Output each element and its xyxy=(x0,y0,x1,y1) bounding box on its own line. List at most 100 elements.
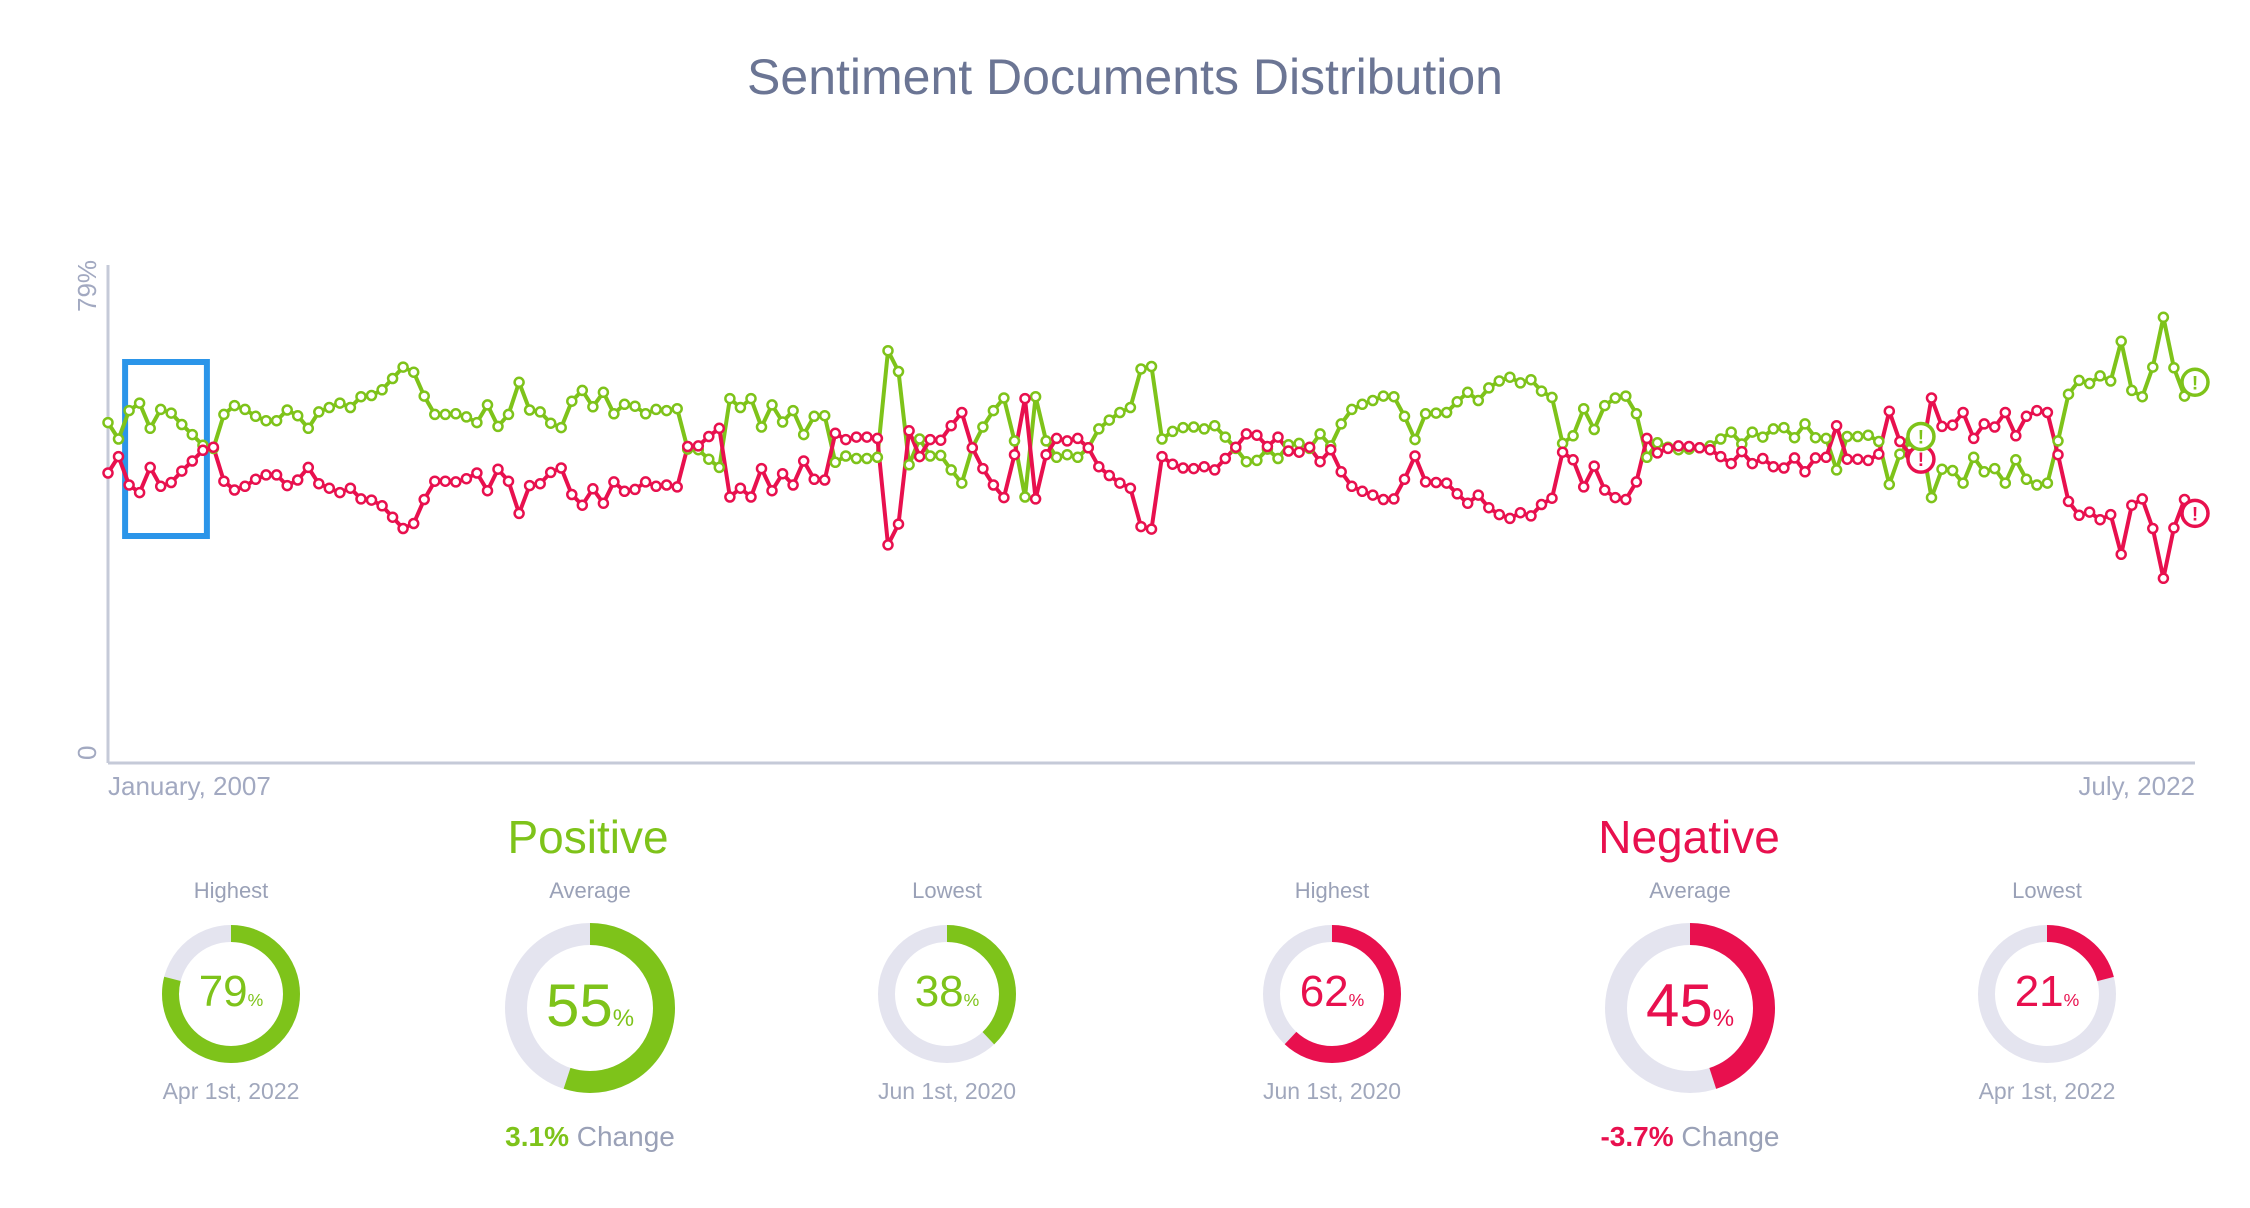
positive-point[interactable] xyxy=(808,410,820,423)
positive-point[interactable] xyxy=(1177,421,1189,434)
positive-point[interactable] xyxy=(376,384,388,396)
negative-point[interactable] xyxy=(460,472,473,485)
positive-point[interactable] xyxy=(218,408,230,421)
positive-point[interactable] xyxy=(787,404,799,417)
negative-point[interactable] xyxy=(1788,452,1801,464)
negative-point[interactable] xyxy=(1936,420,1948,433)
positive-point[interactable] xyxy=(165,407,177,419)
negative-point[interactable] xyxy=(1356,485,1369,498)
negative-point[interactable] xyxy=(566,488,578,501)
positive-point[interactable] xyxy=(123,404,135,417)
positive-point[interactable] xyxy=(871,451,884,464)
positive-point[interactable] xyxy=(133,397,146,409)
positive-point[interactable] xyxy=(650,403,662,416)
negative-point[interactable] xyxy=(376,500,388,512)
negative-point[interactable] xyxy=(1335,466,1347,478)
positive-point[interactable] xyxy=(1398,410,1411,423)
negative-point[interactable] xyxy=(1725,457,1737,470)
negative-point[interactable] xyxy=(1862,454,1874,467)
negative-point[interactable] xyxy=(270,469,283,481)
negative-point[interactable] xyxy=(429,475,441,487)
positive-point[interactable] xyxy=(302,422,315,435)
negative-point[interactable] xyxy=(1714,450,1727,463)
positive-point[interactable] xyxy=(597,386,610,399)
negative-point[interactable] xyxy=(2094,513,2106,526)
positive-point[interactable] xyxy=(1504,371,1516,383)
positive-point[interactable] xyxy=(1071,451,1084,464)
positive-point[interactable] xyxy=(2052,435,2064,447)
negative-point[interactable] xyxy=(1261,440,1274,453)
positive-point[interactable] xyxy=(1208,419,1221,432)
negative-point[interactable] xyxy=(1746,457,1759,470)
positive-point[interactable] xyxy=(745,392,757,405)
positive-point[interactable] xyxy=(987,404,1000,417)
negative-point[interactable] xyxy=(1187,462,1200,475)
positive-point[interactable] xyxy=(228,399,241,412)
negative-point[interactable] xyxy=(766,484,778,497)
negative-point[interactable] xyxy=(334,486,346,499)
positive-point[interactable] xyxy=(1546,391,1558,404)
negative-point[interactable] xyxy=(165,476,177,489)
positive-point[interactable] xyxy=(2020,473,2033,486)
negative-point[interactable] xyxy=(660,479,673,491)
positive-point[interactable] xyxy=(818,409,831,422)
negative-point[interactable] xyxy=(671,481,683,493)
negative-point[interactable] xyxy=(2031,404,2043,417)
negative-point[interactable] xyxy=(1156,450,1168,463)
negative-point[interactable] xyxy=(1050,432,1063,445)
negative-point[interactable] xyxy=(2157,572,2170,585)
negative-point[interactable] xyxy=(1040,448,1052,461)
positive-point[interactable] xyxy=(587,401,599,413)
negative-point[interactable] xyxy=(1662,442,1674,455)
negative-point[interactable] xyxy=(1535,498,1548,511)
negative-point[interactable] xyxy=(239,480,251,493)
negative-point[interactable] xyxy=(776,467,789,480)
negative-point[interactable] xyxy=(1430,476,1442,489)
positive-point[interactable] xyxy=(176,418,188,431)
positive-point[interactable] xyxy=(2073,374,2085,387)
positive-point[interactable] xyxy=(291,409,304,422)
negative-point[interactable] xyxy=(734,482,747,494)
negative-point[interactable] xyxy=(2010,430,2022,442)
negative-point[interactable] xyxy=(218,475,230,487)
positive-point[interactable] xyxy=(1472,394,1485,407)
positive-point[interactable] xyxy=(460,411,473,423)
positive-point[interactable] xyxy=(850,452,863,465)
positive-point[interactable] xyxy=(1577,402,1590,415)
negative-point[interactable] xyxy=(945,419,957,432)
positive-point[interactable] xyxy=(1514,377,1527,389)
negative-point[interactable] xyxy=(1008,448,1021,461)
positive-point[interactable] xyxy=(1620,390,1632,402)
negative-point[interactable] xyxy=(1841,453,1853,465)
negative-point[interactable] xyxy=(977,462,989,475)
negative-point[interactable] xyxy=(1472,489,1485,501)
positive-point[interactable] xyxy=(840,450,852,462)
positive-point[interactable] xyxy=(1019,491,1031,503)
negative-point[interactable] xyxy=(1251,429,1263,441)
negative-point[interactable] xyxy=(1377,493,1390,506)
positive-point[interactable] xyxy=(755,421,768,433)
negative-point[interactable] xyxy=(418,493,430,506)
positive-point[interactable] xyxy=(566,395,578,407)
negative-point[interactable] xyxy=(608,476,620,488)
positive-point[interactable] xyxy=(1525,373,1537,386)
negative-point[interactable] xyxy=(197,444,209,457)
negative-point[interactable] xyxy=(1272,431,1284,443)
positive-point[interactable] xyxy=(671,402,683,415)
positive-point[interactable] xyxy=(977,421,989,433)
positive-point[interactable] xyxy=(1883,478,1896,491)
negative-point[interactable] xyxy=(2115,548,2127,561)
negative-point[interactable] xyxy=(492,463,504,475)
positive-point[interactable] xyxy=(766,399,778,411)
positive-point[interactable] xyxy=(429,408,441,421)
positive-point[interactable] xyxy=(1050,451,1063,464)
negative-point[interactable] xyxy=(1388,493,1400,505)
positive-point[interactable] xyxy=(1925,491,1938,504)
positive-point[interactable] xyxy=(1936,463,1948,475)
negative-point[interactable] xyxy=(956,406,968,419)
negative-point[interactable] xyxy=(439,475,452,487)
negative-alert-marker[interactable]: ! xyxy=(2180,498,2210,529)
negative-point[interactable] xyxy=(724,491,736,503)
negative-point[interactable] xyxy=(1620,493,1632,506)
negative-point[interactable] xyxy=(154,480,167,493)
